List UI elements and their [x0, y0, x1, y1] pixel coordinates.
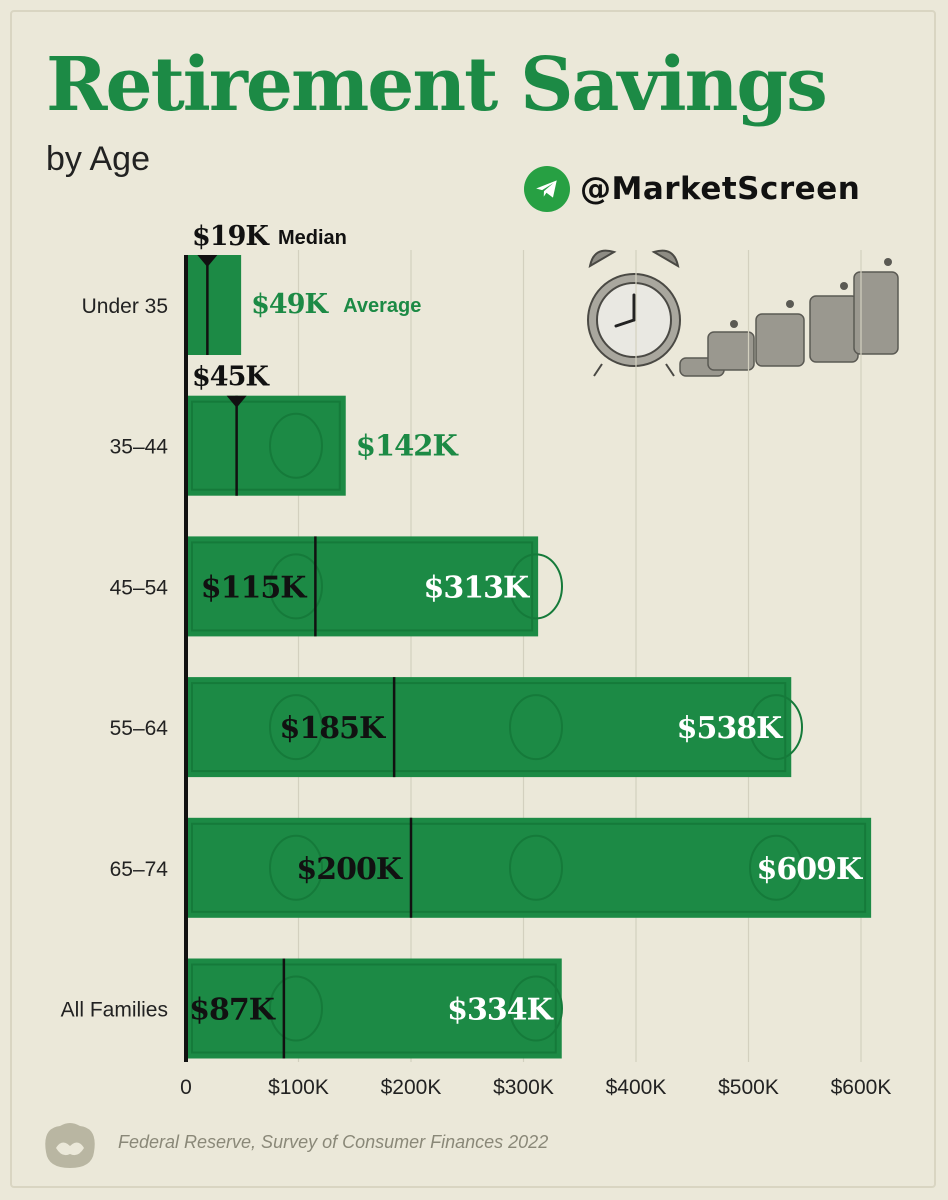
bar-texture — [191, 400, 341, 491]
category-label: 65–74 — [110, 858, 169, 881]
x-tick-label: $600K — [831, 1076, 892, 1099]
bar-texture — [749, 834, 803, 901]
median-marker — [197, 255, 218, 267]
average-value-label: $334K — [447, 993, 553, 1028]
source-note: Federal Reserve, Survey of Consumer Fina… — [118, 1132, 549, 1152]
bar-texture — [191, 822, 867, 913]
legend-median: Median — [278, 227, 347, 249]
x-tick-label: $100K — [268, 1076, 329, 1099]
social-handle[interactable]: @MarketScreen — [524, 165, 860, 213]
average-value-label: $609K — [757, 852, 863, 887]
category-label: 35–44 — [110, 436, 169, 459]
average-value-label: $538K — [677, 711, 783, 746]
brand-logo — [45, 1123, 95, 1168]
chart-subtitle: by Age — [46, 140, 150, 178]
legend-average: Average — [343, 295, 421, 317]
bar-texture — [509, 694, 563, 761]
bar-average — [186, 958, 562, 1059]
median-value-label: $45K — [192, 362, 270, 393]
average-value-label: $142K — [356, 429, 460, 463]
category-label: 45–54 — [110, 576, 169, 599]
bar-texture — [509, 975, 563, 1042]
bar-texture — [509, 834, 563, 901]
average-value-label: $49K — [251, 289, 329, 320]
bar-texture — [269, 975, 323, 1042]
clock-and-coins-illustration — [587, 249, 899, 377]
median-marker — [226, 395, 247, 408]
page-frame — [10, 10, 936, 1188]
median-value-label: $87K — [189, 993, 276, 1028]
bar-texture — [191, 541, 534, 632]
bar-texture — [269, 694, 323, 761]
bar-average — [186, 255, 242, 355]
median-value-label: $185K — [280, 711, 386, 746]
bar-texture — [749, 694, 803, 761]
bar-texture — [191, 682, 787, 773]
bar-average — [186, 677, 792, 778]
bar-average — [186, 395, 346, 496]
x-tick-label: $200K — [381, 1076, 442, 1099]
telegram-icon — [524, 166, 570, 212]
category-label: All Families — [61, 999, 168, 1022]
bar-texture — [269, 412, 323, 479]
bar-texture — [191, 963, 557, 1054]
handle-text: @MarketScreen — [580, 171, 861, 207]
x-tick-label: 0 — [180, 1076, 192, 1099]
bar-average — [186, 536, 539, 637]
x-tick-label: $300K — [493, 1076, 554, 1099]
bar-average — [186, 817, 872, 918]
category-label: Under 35 — [82, 295, 168, 318]
median-value-label: $115K — [201, 570, 307, 605]
bar-texture — [269, 553, 323, 620]
bar-texture — [269, 834, 323, 901]
chart-title: Retirement Savings — [46, 42, 828, 128]
median-value-label: $200K — [296, 852, 402, 887]
bar-texture — [509, 553, 563, 620]
category-label: 55–64 — [110, 717, 169, 740]
x-tick-label: $400K — [606, 1076, 667, 1099]
x-tick-label: $500K — [718, 1076, 779, 1099]
average-value-label: $313K — [424, 570, 530, 605]
median-value-label: $19K — [192, 221, 270, 252]
